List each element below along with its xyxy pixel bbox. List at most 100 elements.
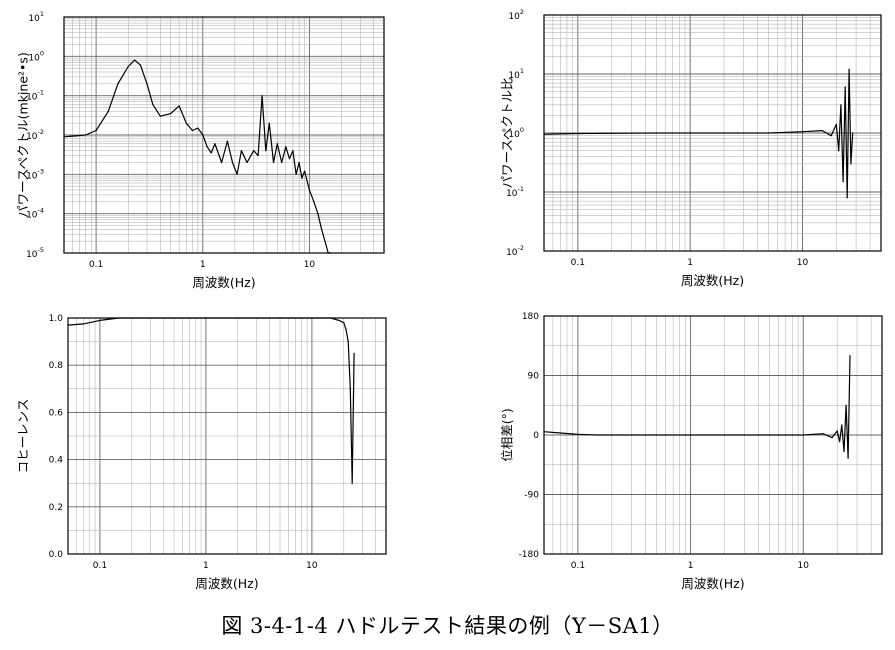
y-axis-label: 位相差(°) [500, 408, 515, 462]
coherence-data-point [345, 329, 347, 331]
power-spectrum-data-point [152, 103, 154, 105]
y-tick-label: 100 [508, 126, 524, 140]
y-tick-base: 10 [26, 250, 38, 260]
x-tick-label: 1 [203, 561, 209, 571]
power-spectrum-chart: 0.1 1 1010-510-410-310-210-1100101周波数(Hz)パ… [16, 10, 385, 290]
y-tick-label: 101 [28, 10, 44, 24]
x-axis-label: 周波数(Hz) [681, 273, 744, 288]
power-spectrum-data-point [276, 143, 278, 145]
y-tick-base: 10 [28, 14, 40, 24]
power-spectrum-ratio-data-point [543, 133, 545, 135]
phase-difference-data-point [836, 430, 838, 432]
y-tick-label: -90 [524, 491, 539, 501]
power-spectrum-data-point [127, 65, 129, 68]
y-tick-label: 180 [522, 312, 539, 322]
y-axis-label: コヒーレンス [16, 399, 31, 474]
x-axis-label: 周波数(Hz) [192, 275, 255, 290]
power-spectrum-ratio-series-line [543, 68, 854, 199]
phase-difference-data-point [838, 441, 841, 443]
power-spectrum-ratio-data-point [852, 132, 854, 134]
power-spectrum-ratio-data-point [838, 150, 840, 152]
power-spectrum-data-point [317, 213, 319, 215]
y-tick-label: 0.2 [49, 503, 63, 513]
power-spectrum-data-point [231, 161, 234, 164]
power-spectrum-ratio-data-point [821, 129, 823, 132]
power-spectrum-data-point [185, 122, 187, 124]
x-tick-label: 10 [797, 258, 809, 268]
power-spectrum-data-point [220, 161, 223, 164]
power-spectrum-data-point [253, 150, 255, 152]
power-spectrum-ratio-data-point [768, 132, 770, 134]
power-spectrum-data-point [308, 189, 311, 191]
power-spectrum-data-point [257, 154, 259, 157]
y-tick-label: 101 [508, 67, 524, 81]
power-spectrum-data-point [301, 177, 303, 179]
y-tick-exponent: -1 [38, 89, 44, 97]
power-spectrum-data-point [240, 150, 242, 152]
y-tick-label: 10-2 [506, 244, 524, 258]
y-axis-label: パワースペクトル比 [500, 77, 515, 188]
power-spectrum-data-point [261, 95, 263, 97]
y-tick-label: 10-1 [26, 89, 44, 103]
power-spectrum-frame [63, 16, 385, 254]
power-spectrum-data-point [292, 150, 294, 152]
power-spectrum-ratio-data-point [577, 132, 579, 135]
power-spectrum-data-point [210, 152, 212, 154]
power-spectrum-ratio-data-point [850, 163, 852, 165]
coherence-data-point [329, 317, 332, 319]
y-tick-base: 10 [28, 53, 40, 63]
power-spectrum-data-point [206, 146, 208, 148]
power-spectrum-ratio-data-point [689, 132, 691, 134]
coherence-data-point [117, 317, 120, 319]
coherence-data-point [205, 317, 207, 319]
y-tick-exponent: -2 [38, 128, 44, 136]
power-spectrum-data-point [202, 134, 204, 136]
power-spectrum-data-point [178, 105, 180, 107]
power-spectrum-data-point [303, 170, 306, 172]
phase-difference-data-point [802, 434, 804, 436]
figure-caption: 図 3-4-1-4 ハドルテスト結果の例（Y－SA1） [221, 614, 674, 638]
y-tick-base: 10 [508, 130, 520, 140]
power-spectrum-ratio-data-point [723, 132, 725, 134]
y-tick-base: 10 [508, 12, 520, 22]
power-spectrum-data-point [134, 59, 136, 61]
coherence-chart: 0.1 1 10 0.0 0.2 0.4 0.6 0.8 1.0 周波数(Hz) コヒーレンス [16, 314, 387, 591]
coherence-data-point [343, 322, 345, 324]
x-tick-label: 0.1 [89, 260, 103, 270]
y-tick-label: 10-3 [26, 167, 44, 181]
x-tick-label: 0.1 [571, 561, 585, 571]
y-tick-label: 90 [528, 372, 540, 382]
power-spectrum-data-point [285, 146, 287, 148]
phase-difference-chart: 0.1 1 10 -180 -90 0 90 180 周波数(Hz) 位相差(°) [500, 312, 883, 591]
y-tick-exponent: -3 [38, 167, 44, 175]
phase-difference-data-point [611, 434, 613, 436]
phase-difference-data-point [768, 434, 770, 436]
power-spectrum-data-point [107, 110, 109, 112]
power-spectrum-ratio-data-point [844, 86, 846, 88]
x-tick-label: 10 [798, 561, 810, 571]
power-spectrum-data-point [313, 201, 315, 203]
phase-difference-data-point [841, 424, 843, 426]
y-tick-base: 10 [26, 93, 38, 103]
power-spectrum-ratio-data-point [830, 135, 832, 137]
y-tick-label: 1.0 [49, 314, 64, 324]
y-tick-exponent: -1 [518, 185, 524, 193]
phase-difference-data-point [543, 431, 545, 433]
power-spectrum-data-point [268, 122, 270, 124]
power-spectrum-data-point [330, 252, 332, 254]
power-spectrum-data-point [214, 143, 216, 145]
x-tick-label: 10 [304, 260, 316, 270]
y-tick-exponent: -2 [518, 244, 524, 252]
power-spectrum-data-point [85, 134, 87, 136]
power-spectrum-series-line [63, 59, 332, 254]
phase-difference-data-point [559, 432, 562, 434]
phase-difference-data-point [822, 433, 824, 435]
phase-difference-data-point [849, 355, 851, 357]
phase-difference-data-point [843, 450, 845, 453]
y-tick-label: 0.6 [49, 408, 64, 418]
power-spectrum-ratio-data-point [801, 131, 804, 133]
coherence-data-point [279, 317, 281, 319]
y-tick-exponent: -4 [38, 207, 44, 215]
power-spectrum-data-point [159, 115, 161, 117]
coherence-data-point [349, 388, 351, 390]
